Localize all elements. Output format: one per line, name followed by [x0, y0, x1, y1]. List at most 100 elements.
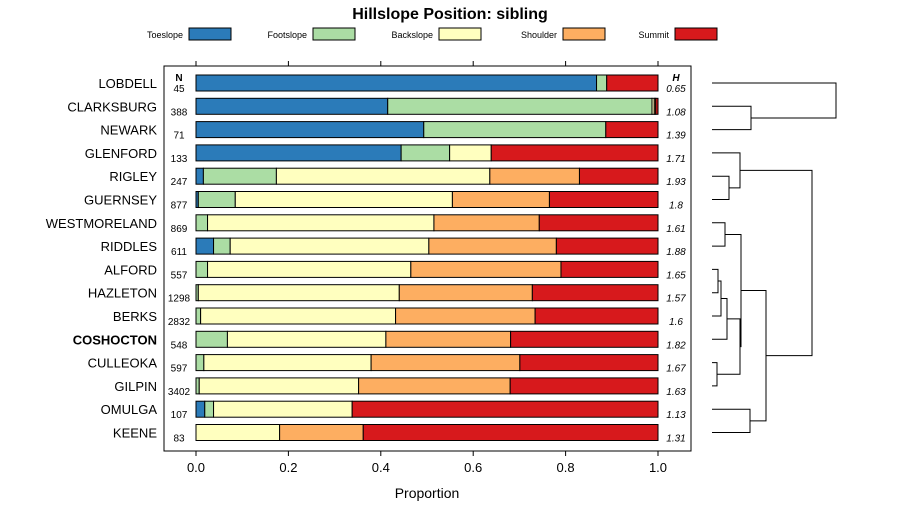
row-label-guernsey: GUERNSEY — [84, 193, 157, 208]
bar-segment-hazleton-summit — [531, 284, 659, 302]
n-value-clarksburg: 388 — [171, 107, 188, 118]
bar-segment-rigley-shoulder — [489, 167, 580, 185]
dendrogram-branch — [712, 280, 722, 317]
legend: Toeslope Footslope Backslope Shoulder Summit — [147, 27, 718, 41]
dendrogram-branch — [712, 268, 719, 294]
row-label-coshocton: COSHOCTON — [73, 332, 157, 347]
n-values-group: 45 388 71 133 247 877 869 611 557 1298 2832 548 597 3… — [168, 84, 191, 445]
n-value-guernsey: 877 — [171, 201, 188, 212]
n-value-gilpin: 3402 — [168, 387, 191, 398]
bar-segment-westmoreland-backslope — [207, 214, 435, 232]
h-value-keene: 1.31 — [666, 434, 685, 445]
bar-segment-glenford-summit — [490, 144, 659, 162]
bar-segment-alford-shoulder — [410, 260, 562, 278]
row-label-omulga: OMULGA — [101, 402, 158, 417]
h-value-newark: 1.39 — [666, 131, 686, 142]
h-value-rigley: 1.93 — [666, 177, 686, 188]
row-label-gilpin: GILPIN — [114, 379, 157, 394]
h-value-gilpin: 1.63 — [666, 387, 686, 398]
plot-frame — [163, 65, 692, 452]
legend-label-backslope: Backslope — [391, 30, 433, 40]
legend-swatch-shoulder — [562, 27, 606, 41]
bar-segment-glenford-backslope — [449, 144, 492, 162]
bar-segment-culleoka-footslope — [195, 354, 205, 372]
x-tick-label: 0.8 — [557, 460, 575, 475]
n-value-riddles: 611 — [171, 247, 187, 258]
bar-segment-glenford-toeslope — [195, 144, 402, 162]
h-column-header: H — [672, 73, 680, 84]
bar-segment-coshocton-shoulder — [385, 330, 512, 348]
bar-segment-guernsey-shoulder — [451, 191, 550, 208]
x-axis-label: Proportion — [395, 485, 460, 501]
x-tick-label: 0.6 — [464, 460, 482, 475]
x-axis: 0.0 0.2 0.4 0.6 0.8 1.0 — [187, 61, 667, 475]
n-value-coshocton: 548 — [171, 340, 188, 351]
h-value-riddles: 1.88 — [666, 247, 686, 258]
row-label-alford: ALFORD — [104, 262, 157, 277]
bar-segment-omulga-summit — [351, 400, 659, 418]
bar-segment-berks-footslope — [195, 307, 202, 325]
bar-segment-alford-summit — [560, 260, 659, 278]
row-label-newark: NEWARK — [100, 123, 157, 138]
row-label-rigley: RIGLEY — [109, 169, 157, 184]
bar-segment-riddles-footslope — [213, 237, 231, 255]
bar-segment-riddles-summit — [555, 237, 659, 255]
bar-segment-omulga-backslope — [213, 400, 353, 418]
bar-segment-newark-footslope — [423, 121, 607, 139]
bar-segment-glenford-footslope — [400, 144, 451, 162]
n-value-newark: 71 — [173, 131, 185, 142]
n-value-culleoka: 597 — [171, 364, 188, 375]
n-value-berks: 2832 — [168, 317, 191, 328]
dendrogram-branch — [712, 408, 751, 433]
bar-segment-culleoka-shoulder — [370, 354, 521, 372]
bar-segment-alford-backslope — [207, 260, 412, 278]
bar-segment-lobdell-summit — [606, 74, 659, 92]
row-label-culleoka: CULLEOKA — [88, 356, 158, 371]
h-value-culleoka: 1.67 — [666, 364, 686, 375]
legend-label-summit: Summit — [638, 30, 669, 40]
bar-segment-riddles-shoulder — [428, 237, 557, 255]
bar-segment-rigley-backslope — [275, 167, 491, 185]
h-value-lobdell: 0.65 — [666, 84, 686, 95]
bar-segment-hazleton-backslope — [197, 284, 400, 302]
row-label-glenford: GLENFORD — [85, 146, 157, 161]
row-label-westmoreland: WESTMORELAND — [46, 216, 157, 231]
dendrogram-branch — [712, 105, 752, 131]
h-value-omulga: 1.13 — [666, 410, 686, 421]
row-label-keene: KEENE — [113, 426, 157, 441]
bar-segment-alford-footslope — [195, 260, 209, 278]
bar-segment-omulga-toeslope — [195, 400, 206, 418]
row-label-berks: BERKS — [113, 309, 157, 324]
h-value-berks: 1.6 — [669, 317, 683, 328]
bar-segment-omulga-footslope — [204, 400, 215, 418]
legend-label-footslope: Footslope — [267, 30, 307, 40]
bar-segment-guernsey-summit — [548, 191, 659, 208]
dendrogram-branch — [712, 175, 730, 200]
bar-segment-gilpin-summit — [509, 377, 659, 395]
bar-segment-coshocton-backslope — [226, 330, 387, 348]
n-value-hazleton: 1298 — [168, 294, 191, 305]
bar-segment-coshocton-summit — [510, 330, 659, 348]
row-label-hazleton: HAZLETON — [88, 286, 157, 301]
dendrogram-branch — [712, 222, 726, 247]
bar-segment-newark-toeslope — [195, 121, 425, 139]
dendrogram-branch — [740, 169, 813, 357]
bar-segment-gilpin-backslope — [198, 377, 360, 395]
bar-segment-clarksburg-toeslope — [195, 97, 389, 115]
bars-group — [195, 74, 659, 441]
bar-segment-lobdell-toeslope — [195, 74, 598, 92]
h-value-coshocton: 1.82 — [666, 340, 686, 351]
bar-segment-westmoreland-footslope — [195, 214, 209, 232]
bar-segment-coshocton-footslope — [195, 330, 228, 348]
bar-segment-lobdell-footslope — [596, 74, 608, 92]
legend-swatch-toeslope — [188, 27, 232, 41]
dendrogram-branch — [712, 362, 718, 387]
h-value-clarksburg: 1.08 — [666, 107, 686, 118]
h-value-alford: 1.65 — [666, 270, 686, 281]
x-tick-label: 0.4 — [372, 460, 390, 475]
h-value-hazleton: 1.57 — [666, 294, 686, 305]
row-label-riddles: RIDDLES — [101, 239, 158, 254]
legend-swatch-backslope — [438, 27, 482, 41]
h-value-guernsey: 1.8 — [669, 201, 683, 212]
